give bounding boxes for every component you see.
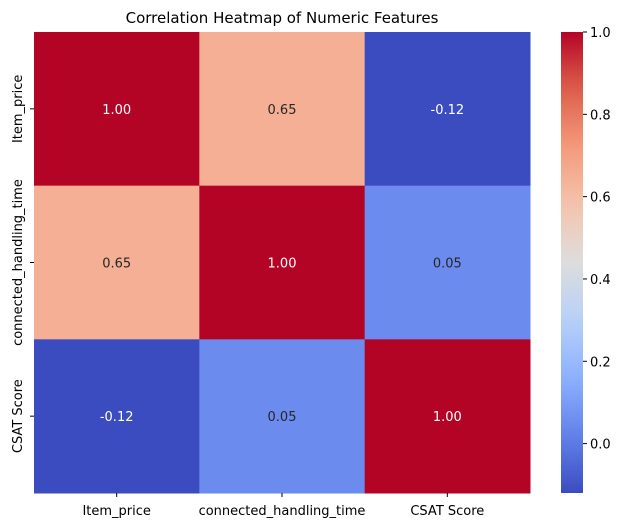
- heatmap-cell: [199, 339, 366, 494]
- cell-annotation: 1.00: [102, 103, 131, 118]
- colorbar-tick-label: 0.6: [590, 191, 611, 206]
- colorbar-tick-label: 0.0: [590, 438, 611, 453]
- colorbar: [561, 32, 583, 493]
- cell-annotation: -0.12: [431, 103, 465, 118]
- y-tick-label: Item_price: [11, 75, 26, 143]
- heatmap-cell: [34, 185, 200, 340]
- cell-annotation: 0.05: [268, 410, 297, 425]
- cell-annotation: -0.12: [100, 410, 134, 425]
- heatmap-cell: [199, 185, 366, 340]
- heatmap-cell: [34, 339, 200, 494]
- colorbar-tick-label: 0.4: [590, 273, 611, 288]
- y-tick-label: connected_handling_time: [11, 179, 26, 346]
- colorbar-tick-label: 0.8: [590, 108, 611, 123]
- cell-annotation: 0.05: [433, 257, 462, 272]
- y-tick-label: CSAT Score: [11, 379, 26, 453]
- chart-title: Correlation Heatmap of Numeric Features: [126, 9, 439, 27]
- heatmap-cell: [364, 32, 531, 187]
- x-tick-label: Item_price: [82, 504, 150, 519]
- heatmap-cell: [199, 32, 366, 187]
- heatmap-cell: [34, 32, 200, 187]
- colorbar-tick-label: 0.2: [590, 355, 611, 370]
- cell-annotation: 1.00: [268, 257, 297, 272]
- cell-annotation: 0.65: [102, 257, 131, 272]
- colorbar-tick-label: 1.0: [590, 26, 611, 41]
- cell-annotation: 1.00: [433, 410, 462, 425]
- x-tick-label: connected_handling_time: [199, 504, 366, 519]
- x-tick-label: CSAT Score: [410, 504, 484, 519]
- cell-annotation: 0.65: [268, 103, 297, 118]
- heatmap-cell: [364, 339, 531, 494]
- heatmap-cell: [364, 185, 531, 340]
